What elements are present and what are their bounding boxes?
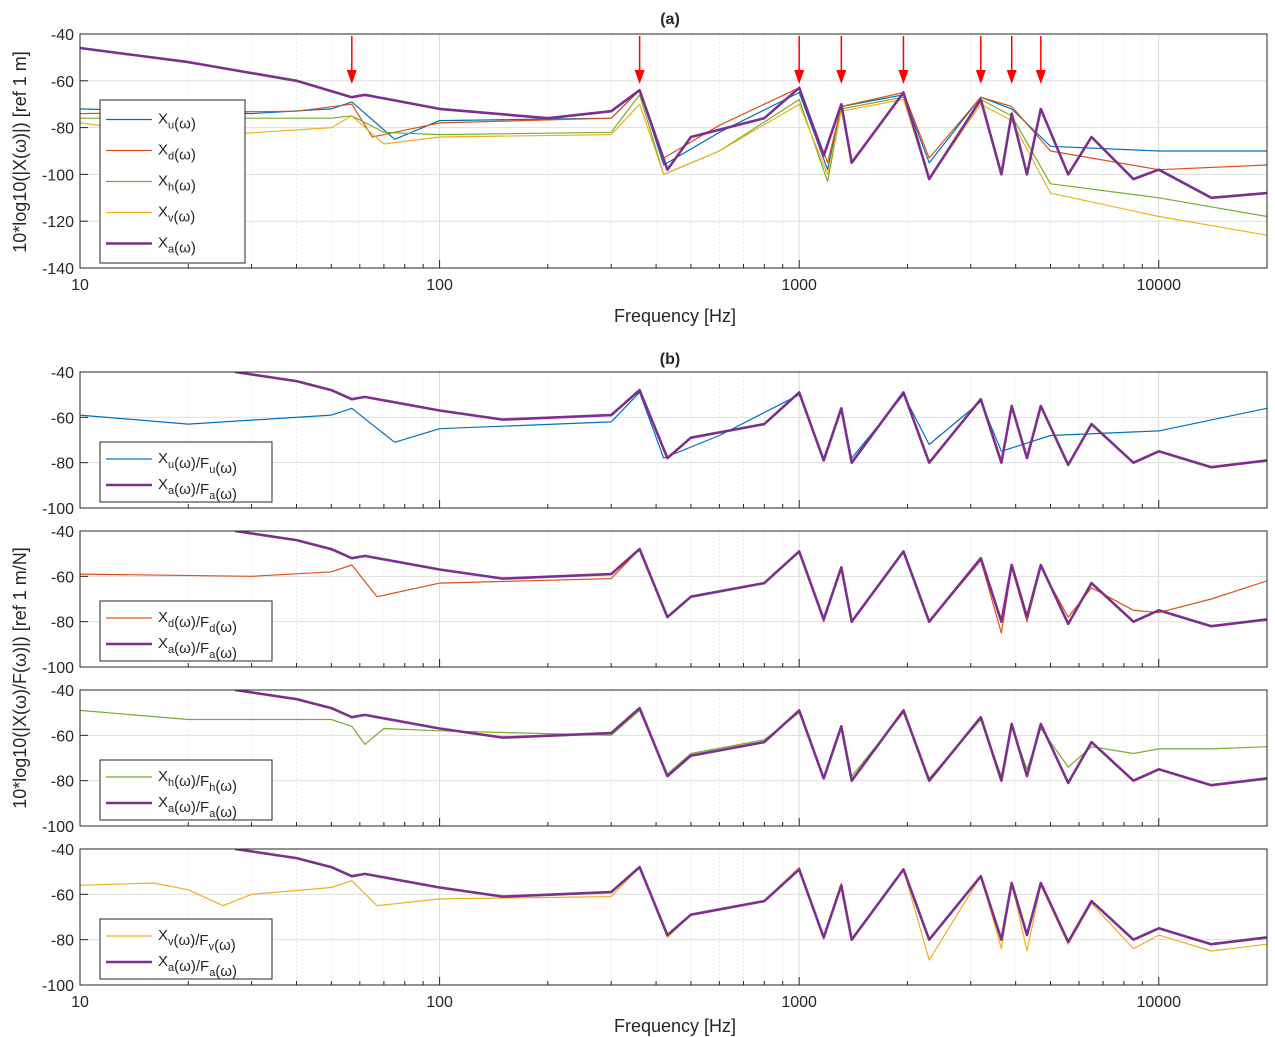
y-tick-label: -40	[51, 683, 74, 700]
plot-area	[80, 372, 1267, 508]
legend-label: Xa(ω)/Fa(ω)	[158, 953, 237, 980]
plot-area	[80, 849, 1267, 985]
plot-area	[80, 690, 1267, 826]
series-line-v	[80, 98, 1267, 236]
y-tick-label: -40	[51, 842, 74, 859]
y-tick-label: -40	[51, 365, 74, 382]
legend-label: Xu(ω)	[158, 111, 196, 133]
legend-label: Xh(ω)/Fh(ω)	[158, 768, 237, 795]
peak-arrow	[836, 36, 847, 84]
axes-box	[79, 530, 1268, 668]
legend: Xv(ω)/Fv(ω)Xa(ω)/Fa(ω)	[99, 918, 273, 980]
peak-arrow	[898, 36, 909, 84]
legend-label: Xa(ω)/Fa(ω)	[158, 476, 237, 503]
legend-label: Xv(ω)	[158, 204, 195, 226]
y-axis-label-b: 10*log10(|X(ω)/F(ω)|) [ref 1 m/N]	[10, 547, 30, 809]
axes-panel-3: -100 -80 -60 -40 Xd(ω)/Fd(ω)Xa(ω)/Fa(ω)	[42, 524, 1268, 677]
y-tick-label: -60	[51, 728, 74, 745]
y-tick-label: -40	[51, 27, 74, 44]
legend: Xh(ω)/Fh(ω)Xa(ω)/Fa(ω)	[99, 759, 273, 821]
peak-arrow	[1035, 36, 1046, 84]
legend-label: Xa(ω)	[158, 235, 196, 257]
axes-box	[79, 33, 1268, 269]
axes-box	[79, 689, 1268, 827]
series-line-a	[234, 372, 1267, 469]
series-layer	[80, 531, 1267, 634]
y-tick-label: -60	[51, 74, 74, 91]
axes-panel-5: -100 -80 -60 -40 10 100 1000 10000 Xv(ω)/Fv(ω)Xa…	[42, 842, 1268, 1011]
legend-label: Xu(ω)/Fu(ω)	[158, 450, 237, 477]
y-tick-label: -120	[42, 214, 74, 231]
legend-box	[99, 918, 273, 980]
legend-box	[99, 600, 273, 662]
y-tick-label: -100	[42, 819, 74, 836]
x-tick-label: 1000	[781, 277, 817, 294]
panel-a-title: (a)	[660, 11, 680, 28]
series-layer	[80, 849, 1267, 961]
y-tick-label: -140	[42, 261, 74, 278]
y-tick-label: -100	[42, 660, 74, 677]
peak-arrow	[346, 36, 357, 84]
x-tick-label: 100	[426, 277, 453, 294]
axes-box	[79, 371, 1268, 509]
x-tick-label: 10000	[1137, 277, 1182, 294]
axes-box	[79, 848, 1268, 986]
legend-label: Xd(ω)/Fd(ω)	[158, 609, 237, 636]
y-tick-label: -100	[42, 167, 74, 184]
y-tick-label: -100	[42, 978, 74, 995]
x-axis-label-a: Frequency [Hz]	[614, 306, 736, 326]
y-tick-label: -60	[51, 410, 74, 427]
axes-panel-2: -100 -80 -60 -40 Xu(ω)/Fu(ω)Xa(ω)/Fa(ω)	[42, 365, 1268, 518]
legend-box	[99, 441, 273, 503]
legend: Xu(ω) Xd(ω) Xh(ω) Xv(ω) Xa(ω)	[99, 99, 246, 264]
y-tick-label: -80	[51, 933, 74, 950]
legend-label: Xa(ω)/Fa(ω)	[158, 794, 237, 821]
y-tick-label: -60	[51, 569, 74, 586]
y-tick-label: -80	[51, 456, 74, 473]
legend-box	[99, 759, 273, 821]
x-tick-label: 10000	[1137, 994, 1182, 1011]
plot-area	[80, 34, 1267, 268]
x-tick-label: 100	[426, 994, 453, 1011]
series-line-u	[80, 89, 1267, 171]
peak-arrow	[975, 36, 986, 84]
series-layer	[80, 46, 1267, 236]
series-layer	[80, 372, 1267, 469]
x-tick-label: 10	[71, 994, 89, 1011]
y-tick-label: -80	[51, 121, 74, 138]
axes-panel-4: -100 -80 -60 -40 Xh(ω)/Fh(ω)Xa(ω)/Fa(ω)	[42, 683, 1268, 836]
legend-label: Xd(ω)	[158, 142, 196, 164]
series-line-a	[234, 849, 1267, 946]
y-tick-label: -40	[51, 524, 74, 541]
series-line-v	[80, 866, 1267, 961]
peak-arrow	[794, 36, 805, 84]
axes-panel-1: -140 -120 -100 -80 -60 -40 10 100 1000 10000 Xu(ω)…	[42, 27, 1268, 294]
panel-b-title: (b)	[660, 351, 680, 368]
legend-label: Xa(ω)/Fa(ω)	[158, 635, 237, 662]
series-layer	[80, 690, 1267, 787]
x-tick-label: 1000	[781, 994, 817, 1011]
plot-area	[80, 531, 1267, 667]
series-line-a	[234, 690, 1267, 787]
peak-arrow	[1006, 36, 1017, 84]
peak-arrow	[634, 36, 645, 84]
legend-label: Xh(ω)	[158, 173, 196, 195]
legend: Xu(ω)/Fu(ω)Xa(ω)/Fa(ω)	[99, 441, 273, 503]
series-line-a	[80, 46, 1267, 200]
y-tick-label: -80	[51, 774, 74, 791]
y-tick-label: -100	[42, 501, 74, 518]
y-tick-label: -80	[51, 615, 74, 632]
y-tick-label: -60	[51, 887, 74, 904]
series-line-a	[234, 531, 1267, 628]
legend-label: Xv(ω)/Fv(ω)	[158, 927, 236, 954]
y-axis-label-a: 10*log10(|X(ω)|) [ref 1 m]	[10, 51, 30, 252]
x-axis-label-b: Frequency [Hz]	[614, 1016, 736, 1036]
legend: Xd(ω)/Fd(ω)Xa(ω)/Fa(ω)	[99, 600, 273, 662]
x-tick-label: 10	[71, 277, 89, 294]
